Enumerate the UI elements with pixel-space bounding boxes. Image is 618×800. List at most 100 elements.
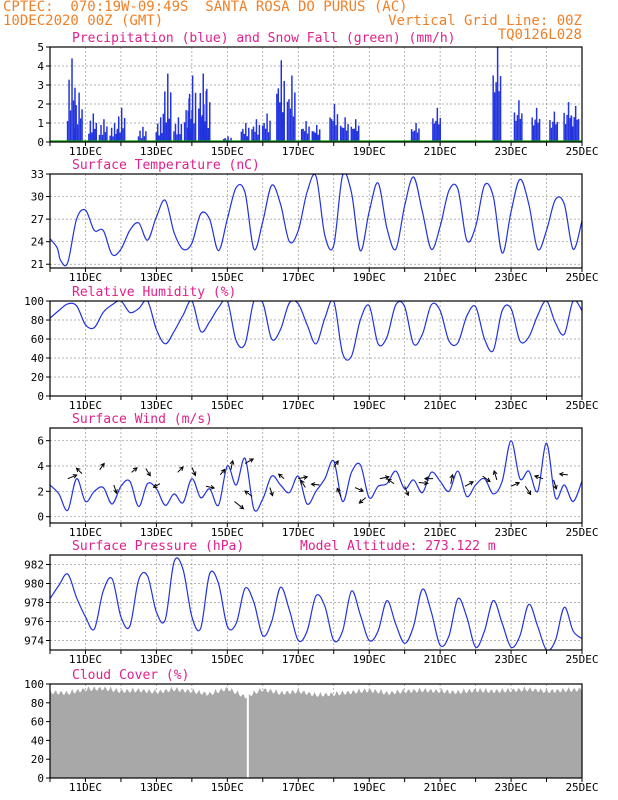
- panel-title: Surface Temperature (nC): [72, 158, 260, 173]
- precip-bar: [242, 128, 244, 142]
- precip-bar: [78, 92, 80, 142]
- precip-bar: [101, 134, 104, 142]
- x-tick-label: 11DEC: [69, 271, 102, 284]
- precip-bar: [89, 120, 92, 142]
- precip-bar: [209, 102, 211, 142]
- precip-bar: [109, 135, 111, 142]
- x-tick-label: 13DEC: [140, 781, 173, 794]
- wind-arrow: [553, 479, 557, 490]
- precip-bar: [286, 101, 289, 142]
- precip-bar: [318, 129, 321, 142]
- wind-arrow: [336, 488, 342, 497]
- precip-bar: [143, 136, 146, 142]
- wind-arrow-head: [404, 491, 410, 497]
- y-tick-label: 100: [24, 295, 44, 308]
- precip-bar: [518, 100, 520, 142]
- precip-bar: [313, 131, 315, 142]
- panel-title: Relative Humidity (%): [72, 285, 236, 300]
- x-tick-label: 13DEC: [140, 145, 173, 158]
- panel-temp: 21 24 27 30 33 11DEC 13DEC 15DEC 17DEC 19DEC 21DEC…: [31, 158, 599, 284]
- precip-bar: [496, 47, 499, 142]
- precip-bar: [198, 108, 200, 142]
- plot-precip: [50, 47, 582, 142]
- precip-bar: [264, 128, 267, 142]
- precip-bar: [567, 102, 570, 142]
- x-tick-label: 25DEC: [565, 271, 598, 284]
- x-tick-label: 13DEC: [140, 399, 173, 412]
- y-tick-label: 978: [24, 597, 44, 610]
- precip-bar: [291, 75, 293, 142]
- wind-arrow: [234, 501, 244, 510]
- panel-wind: 0 2 4 6 11DEC 13DEC 15DEC 17DEC 19DEC 21DEC 23DEC 2…: [37, 412, 598, 539]
- x-tick-label: 25DEC: [565, 145, 598, 158]
- header-model-code: TQ0126L028: [497, 27, 582, 43]
- wind-arrow: [418, 481, 428, 484]
- x-tick-label: 15DEC: [211, 145, 244, 158]
- precip-bar: [332, 120, 334, 142]
- plot-temp: [50, 174, 582, 267]
- wind-arrow-head: [179, 466, 184, 471]
- wind-arrow: [298, 476, 308, 480]
- precip-bar: [179, 134, 181, 142]
- x-tick-label: 15DEC: [211, 781, 244, 794]
- y-tick-label: 20: [31, 753, 44, 766]
- wind-arrow-head: [277, 473, 283, 479]
- precip-bar: [303, 131, 306, 142]
- wind-arrow-head: [386, 478, 392, 484]
- plot-rh: [50, 301, 582, 361]
- precip-bar: [158, 135, 160, 142]
- wind-arrow: [191, 467, 196, 476]
- precip-bar: [416, 132, 419, 142]
- precip-bar: [248, 127, 250, 142]
- wind-arrow: [559, 473, 568, 476]
- y-tick-label: 60: [31, 716, 44, 729]
- precip-bar: [207, 128, 210, 142]
- panel-frame: [49, 683, 583, 779]
- precip-bar: [339, 125, 342, 142]
- precip-bar: [418, 128, 420, 142]
- precip-bar: [330, 119, 333, 142]
- precip-bar: [188, 93, 191, 142]
- precip-bar: [531, 117, 533, 142]
- wind-arrow-head: [384, 475, 390, 480]
- precip-bar: [550, 127, 553, 142]
- precip-bar: [521, 113, 523, 142]
- wind-arrow-head: [239, 504, 245, 510]
- wind-arrow-head: [191, 471, 197, 477]
- precip-bar: [439, 117, 442, 142]
- x-tick-label: 17DEC: [282, 145, 315, 158]
- wind-arrow: [493, 470, 498, 481]
- wind-arrow: [482, 475, 491, 482]
- x-tick-label: 15DEC: [211, 271, 244, 284]
- precip-bar: [191, 75, 194, 142]
- wind-arrow: [359, 497, 366, 504]
- wind-arrow: [510, 482, 520, 487]
- wind-arrow: [131, 467, 138, 473]
- x-tick-label: 15DEC: [211, 399, 244, 412]
- precip-bar: [194, 92, 197, 142]
- precip-bar: [357, 125, 360, 142]
- panel-title: Surface Pressure (hPa): [72, 539, 244, 554]
- wind-arrow-head: [132, 467, 138, 472]
- y-tick-label: 60: [31, 333, 44, 346]
- precip-bar: [174, 123, 177, 142]
- precip-bar: [436, 107, 439, 142]
- wind-arrow: [99, 463, 105, 471]
- y-tick-label: 21: [31, 258, 44, 271]
- precip-bar: [412, 131, 414, 142]
- temp-series-line: [50, 174, 582, 267]
- precip-bar: [137, 136, 140, 142]
- precip-bar: [156, 123, 159, 142]
- wind-arrow-head: [449, 473, 455, 479]
- precip-bar: [112, 136, 114, 142]
- precip-bar: [311, 131, 314, 142]
- wind-arrow-head: [358, 499, 364, 504]
- precip-bar: [353, 128, 356, 142]
- wind-arrow-head: [220, 468, 226, 474]
- precip-bar: [81, 109, 83, 142]
- wind-arrow-head: [72, 474, 78, 479]
- precip-bar: [69, 110, 72, 142]
- x-tick-label: 23DEC: [495, 145, 528, 158]
- precip-bar: [302, 128, 304, 142]
